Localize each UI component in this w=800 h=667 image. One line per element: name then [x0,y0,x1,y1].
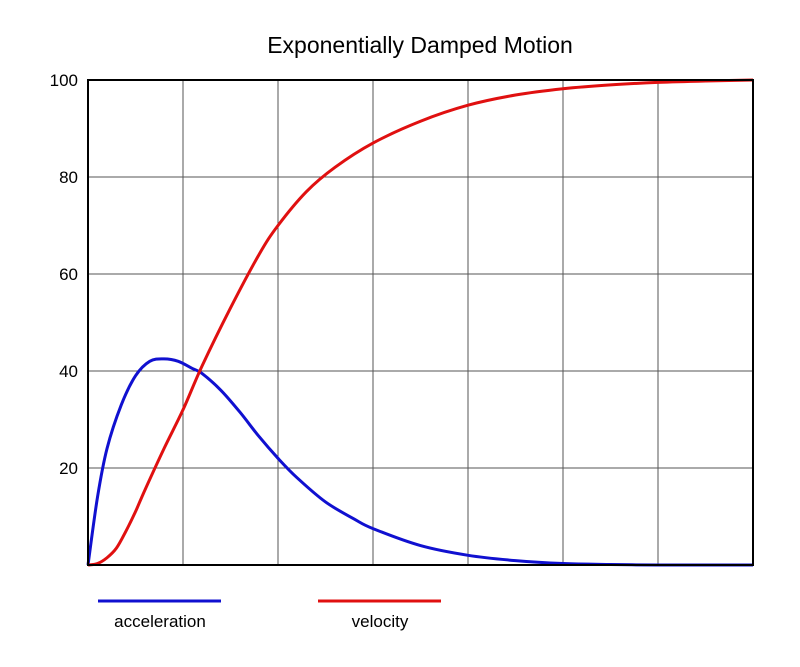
y-tick-label: 40 [59,362,78,381]
plot-frame [87,79,754,566]
legend-label-acceleration: acceleration [114,612,206,631]
y-tick-label: 80 [59,168,78,187]
series-line-acceleration [86,357,753,567]
legend: acceleration velocity [98,599,441,631]
chart-title: Exponentially Damped Motion [267,32,573,58]
y-tick-label: 100 [50,71,78,90]
legend-label-velocity: velocity [352,612,409,631]
grid [88,80,753,565]
series-lines [86,78,754,567]
y-tick-label: 60 [59,265,78,284]
y-axis-ticks: 20 40 60 80 100 [50,71,78,478]
y-tick-label: 20 [59,459,78,478]
series-line-velocity [87,78,754,567]
